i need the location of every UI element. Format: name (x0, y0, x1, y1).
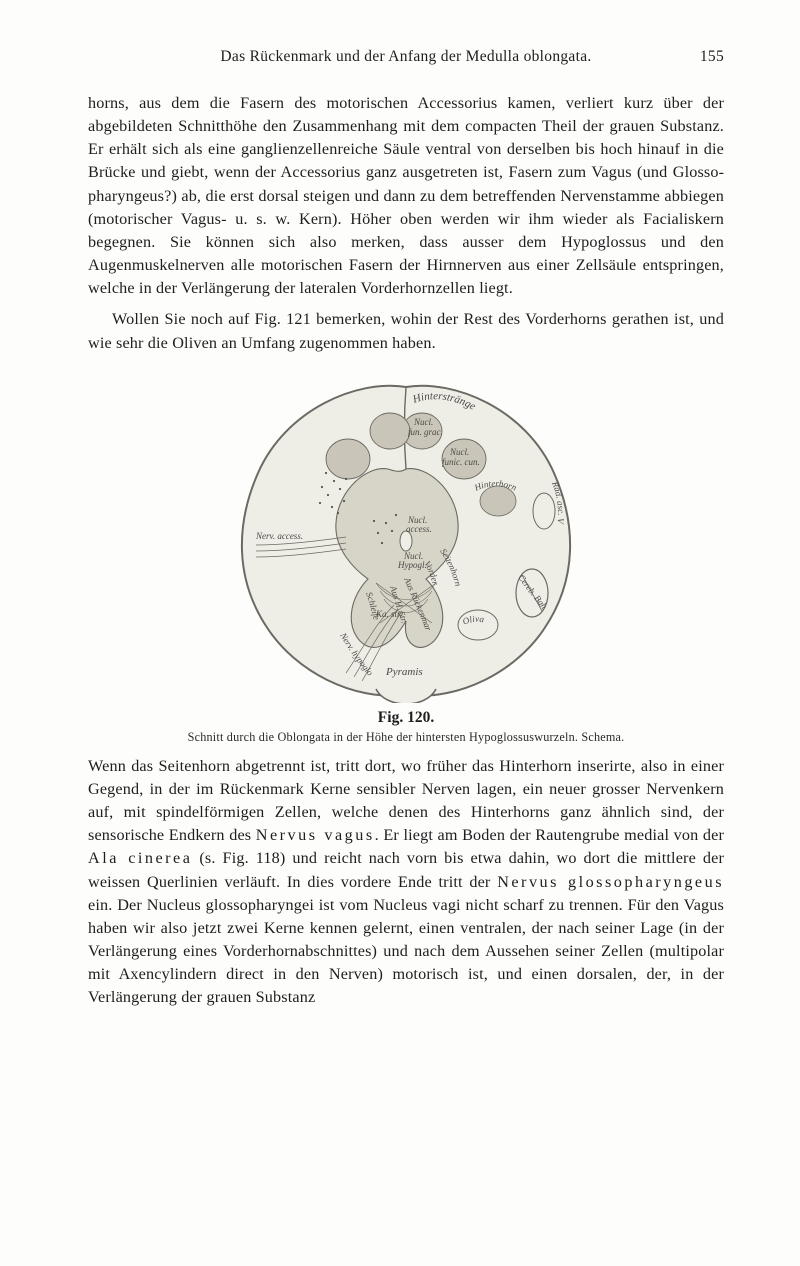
paragraph-1: horns, aus dem die Fasern des motorische… (88, 92, 724, 300)
figure-caption: Schnitt durch die Oblongata in der Höhe … (88, 730, 724, 745)
p3-b: . Er liegt am Boden der Rautengrube medi… (375, 826, 724, 844)
p3-nervus-vagus: Nervus vagus (256, 826, 375, 844)
figure-label: Fig. 120. (88, 709, 724, 727)
label-kastr: Ka. str. (375, 609, 402, 619)
figure-120: Hinterstränge Nucl. fun. grac. Nucl. fun… (88, 373, 724, 745)
paragraph-3: Wenn das Seitenhorn abgetrennt ist, trit… (88, 755, 724, 1010)
p3-nervus-gloss: Nervus glossopharyngeus (497, 873, 724, 891)
paragraph-2: Wollen Sie noch auf Fig. 121 bemerken, w… (88, 308, 724, 354)
nucl-fun-grac-left (370, 413, 410, 449)
pyramis-outline (376, 689, 436, 703)
central-canal (400, 531, 412, 551)
nucl-funic-cun-left (326, 439, 370, 479)
label-nerv-access: Nerv. access. (255, 531, 303, 541)
scanned-book-page: Das Rückenmark und der Anfang der Medull… (0, 0, 800, 1266)
p3-ala-cinerea: Ala cinerea (88, 849, 192, 867)
figure-120-svg: Hinterstränge Nucl. fun. grac. Nucl. fun… (226, 373, 586, 703)
head-spacer (88, 48, 136, 66)
label-pyramis: Pyramis (385, 666, 423, 678)
p3-d: ein. Der Nucleus glossopharyngei ist vom… (88, 896, 724, 1007)
grey-matter (336, 468, 458, 647)
running-head: Das Rückenmark und der Anfang der Medull… (88, 48, 724, 66)
running-title: Das Rückenmark und der Anfang der Medull… (136, 48, 676, 66)
page-number: 155 (676, 48, 724, 66)
label-nucl-access: Nucl. access. (406, 515, 432, 534)
